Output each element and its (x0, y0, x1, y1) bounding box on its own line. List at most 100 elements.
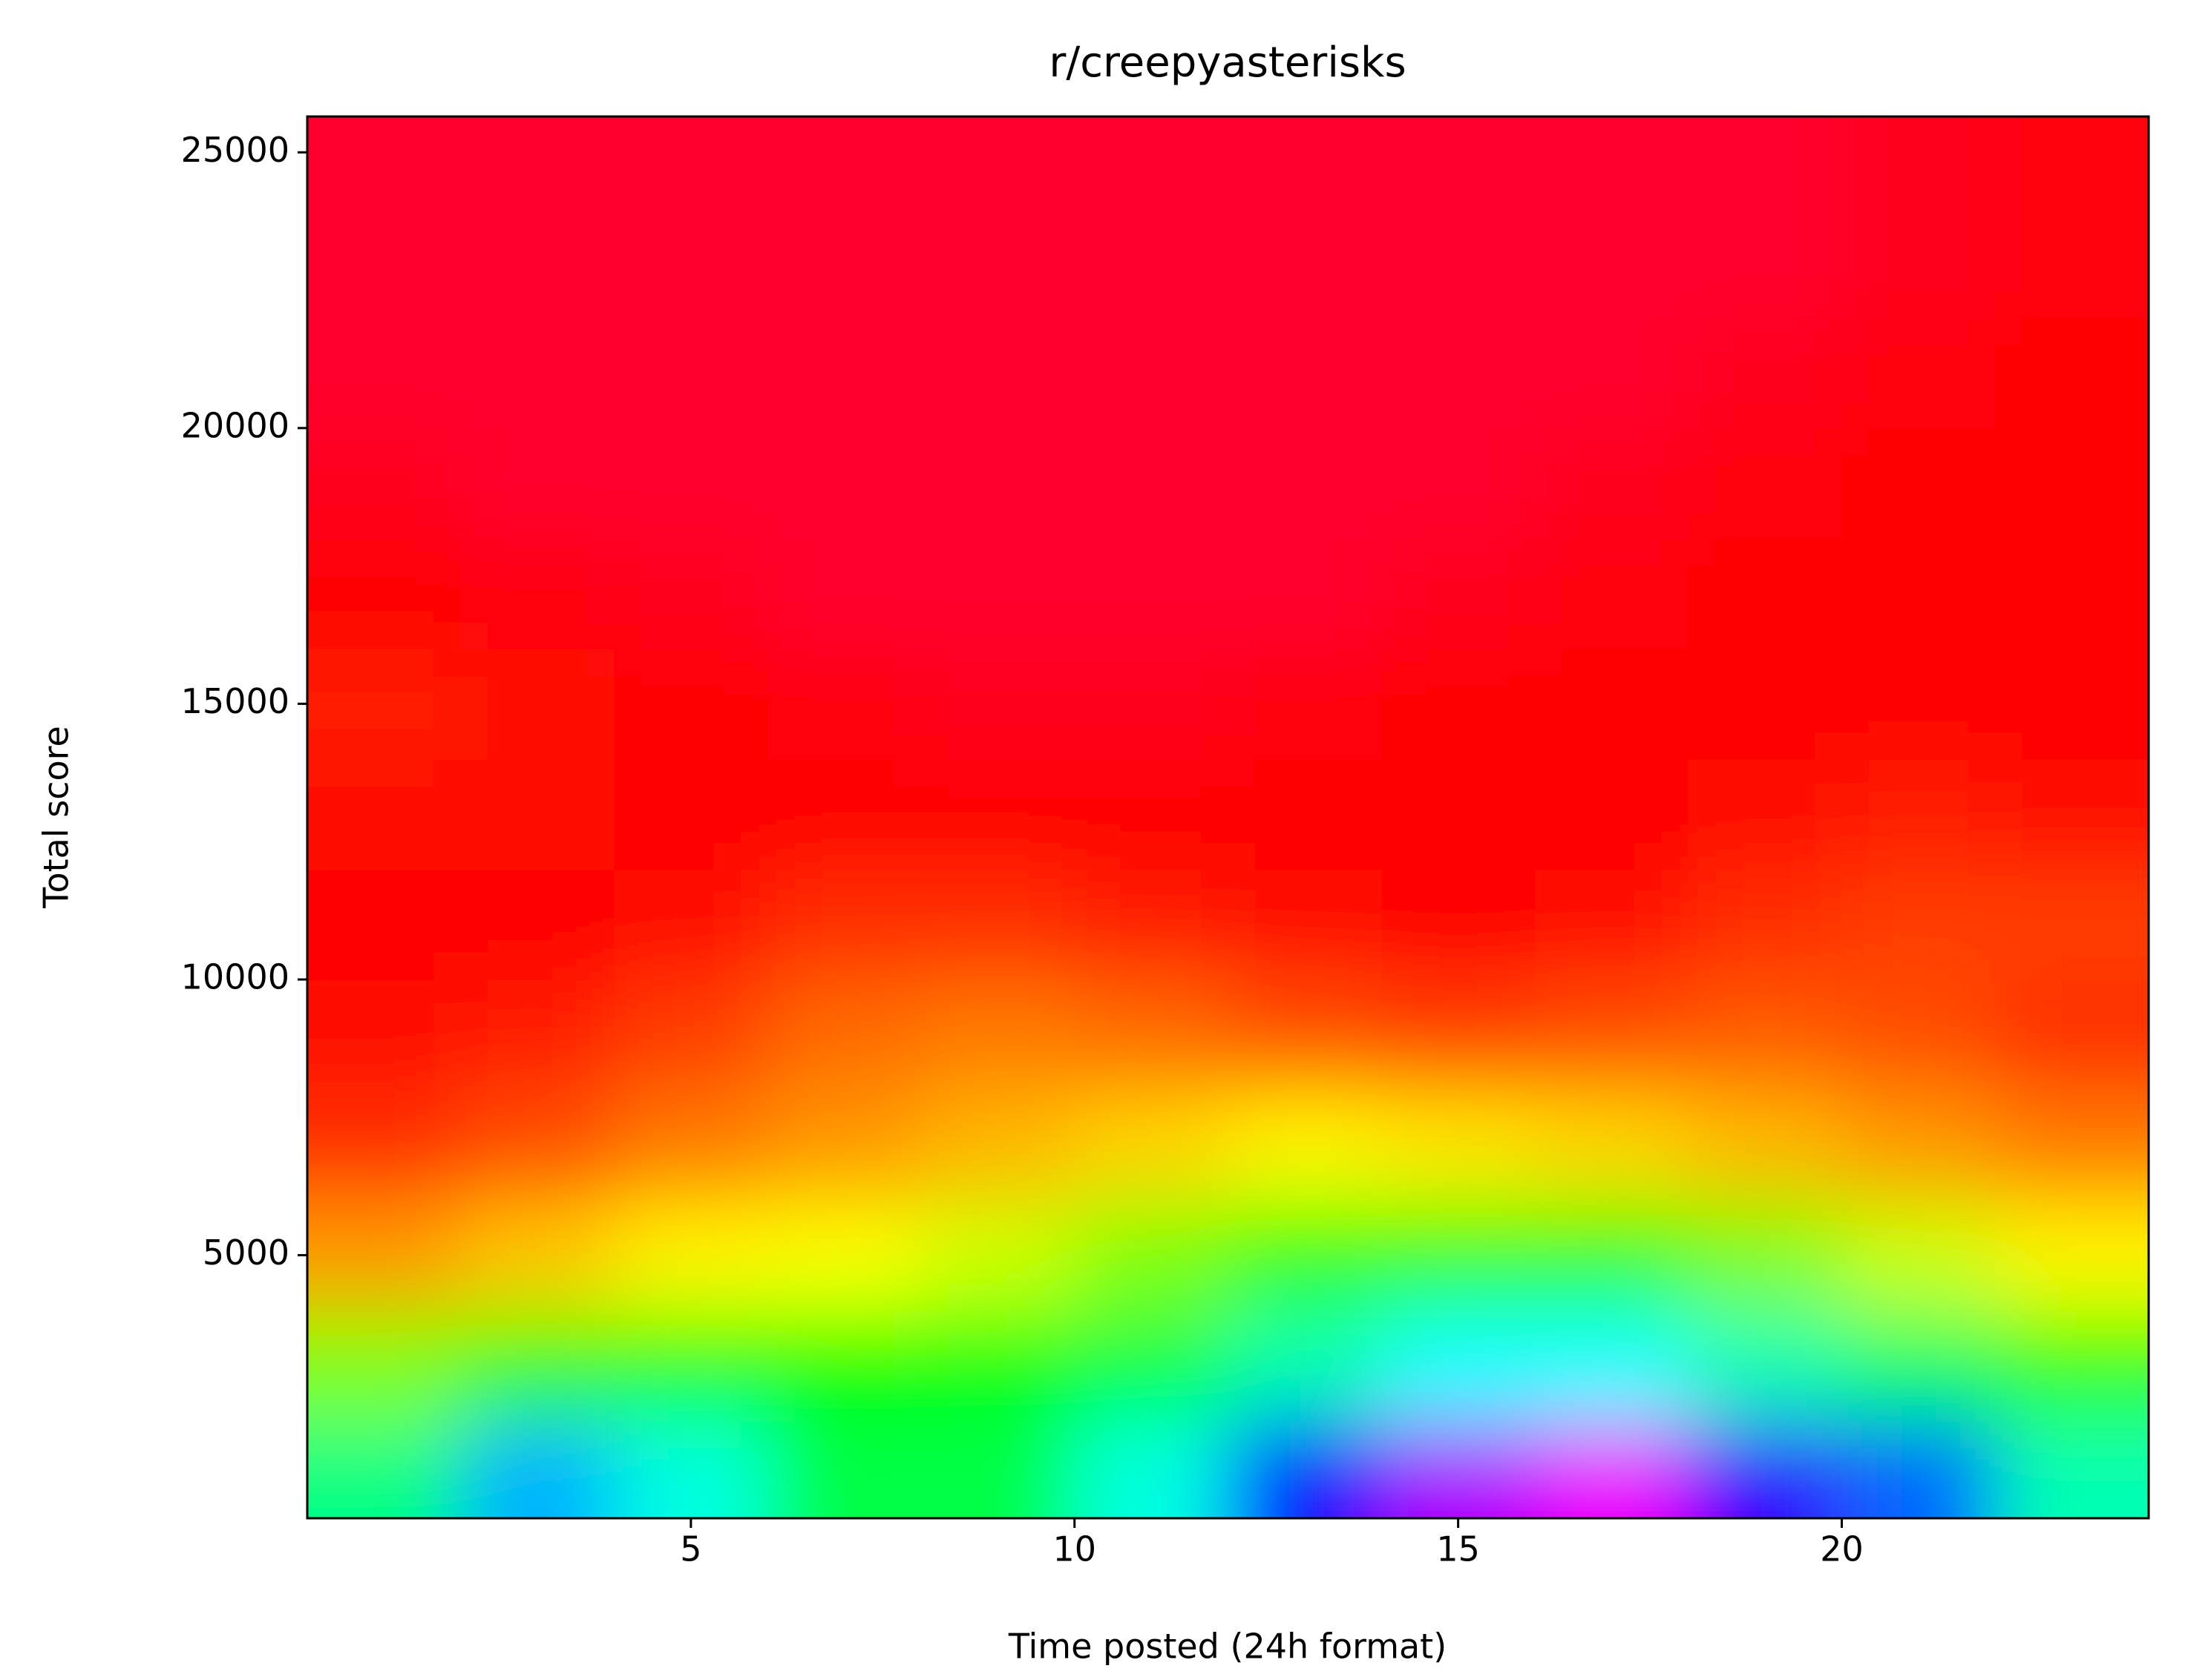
heat-cell (614, 1089, 769, 1201)
heat-cell (1228, 427, 1383, 539)
heat-cell (1841, 538, 1997, 650)
x-tick-label: 10 (1052, 1529, 1096, 1569)
heat-cell (614, 979, 769, 1091)
heat-cell (614, 117, 769, 209)
heat-cell (1995, 649, 2149, 760)
heat-cell (1228, 207, 1383, 319)
y-tick-label: 20000 (181, 405, 289, 445)
heat-cell (767, 318, 922, 429)
heat-cell (1688, 1420, 1843, 1518)
heat-cell (614, 538, 769, 650)
heat-cell (1688, 427, 1843, 539)
plot-frame (306, 115, 2150, 1520)
heat-cell (1381, 318, 1536, 429)
heat-cell (460, 538, 615, 650)
heat-cell (1995, 869, 2149, 980)
heat-cell (1228, 538, 1383, 650)
heat-cell (460, 1310, 615, 1422)
heat-cell (1381, 1089, 1536, 1201)
heat-cell (1688, 1089, 1843, 1201)
heat-cell (1074, 649, 1229, 760)
x-tick-label: 15 (1436, 1529, 1480, 1569)
heat-cell (1535, 1089, 1689, 1201)
heat-cell (1228, 1089, 1383, 1201)
y-tick-label: 5000 (203, 1233, 289, 1273)
heat-cell (1381, 649, 1536, 760)
heat-cell (1074, 758, 1229, 870)
heat-cell (1535, 538, 1689, 650)
heat-cell (1074, 117, 1229, 209)
heat-cell (1995, 979, 2149, 1091)
heat-cell (307, 427, 462, 539)
heat-cell (1841, 1420, 1997, 1518)
heat-cell (1841, 1310, 1997, 1422)
heat-cell (1688, 1310, 1843, 1422)
heat-cell (460, 427, 615, 539)
heat-cell (614, 207, 769, 319)
heat-cell (1228, 979, 1383, 1091)
heat-cell (1074, 207, 1229, 319)
heat-cell (307, 869, 462, 980)
heat-cell (1688, 869, 1843, 980)
heat-cell (460, 979, 615, 1091)
heat-cell (1381, 538, 1536, 650)
heat-cell (614, 1310, 769, 1422)
heat-cell (460, 1200, 615, 1311)
y-tick-label: 15000 (181, 681, 289, 721)
heat-cell (1841, 427, 1997, 539)
heat-cell (921, 538, 1075, 650)
heat-cell (1535, 979, 1689, 1091)
heat-cell (307, 538, 462, 650)
heat-cell (1841, 758, 1997, 870)
heat-cell (1688, 758, 1843, 870)
heat-cell (460, 117, 615, 209)
heat-cell (1995, 538, 2149, 650)
heat-cell (921, 758, 1075, 870)
heat-cell (1381, 207, 1536, 319)
heat-cell (460, 207, 615, 319)
heat-cell (307, 1200, 462, 1311)
heat-cell (1995, 207, 2149, 319)
heat-cell (1841, 979, 1997, 1091)
heat-cell (1381, 869, 1536, 980)
heat-cell (1535, 207, 1689, 319)
heat-cell (1228, 117, 1383, 209)
heat-cell (767, 538, 922, 650)
chart-title: r/creepyasterisks (1049, 39, 1406, 87)
heat-cell (767, 1200, 922, 1311)
heat-cell (767, 979, 922, 1091)
plot-area (307, 117, 2149, 1518)
heat-cell (1535, 117, 1689, 209)
heat-cell (1688, 979, 1843, 1091)
heat-cell (1535, 758, 1689, 870)
heat-cell (921, 117, 1075, 209)
heat-cell (767, 427, 922, 539)
heat-cell (921, 207, 1075, 319)
heat-cell (614, 1200, 769, 1311)
heat-cell (1688, 649, 1843, 760)
heat-cell (1535, 649, 1689, 760)
heat-cell (1535, 869, 1689, 980)
heat-cell (767, 207, 922, 319)
heat-cell (1995, 1200, 2149, 1311)
heat-cell (767, 869, 922, 980)
heat-cell (614, 758, 769, 870)
heat-cell (1995, 1310, 2149, 1422)
heat-cell (921, 318, 1075, 429)
heat-cell (1688, 1200, 1843, 1311)
heat-cell (921, 979, 1075, 1091)
heat-cell (1074, 538, 1229, 650)
heat-cell (921, 1089, 1075, 1201)
heat-cell (767, 649, 922, 760)
heat-cell (1381, 979, 1536, 1091)
heat-cell (1841, 117, 1997, 209)
heat-cell (921, 1200, 1075, 1311)
heat-cell (614, 649, 769, 760)
heat-cell (1535, 427, 1689, 539)
heat-cell (1381, 1310, 1536, 1422)
heat-cell (1688, 207, 1843, 319)
heat-cell (1228, 869, 1383, 980)
heat-cell (1995, 1420, 2149, 1518)
heat-cell (1841, 649, 1997, 760)
